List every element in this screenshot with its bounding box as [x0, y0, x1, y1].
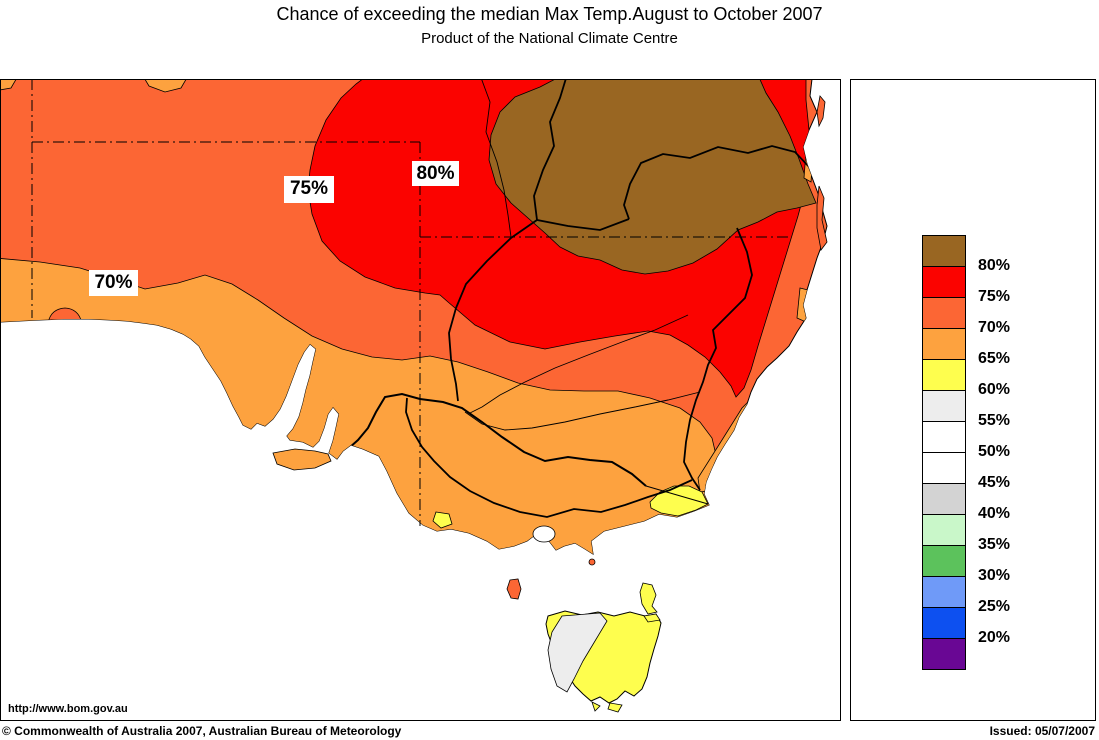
legend-label-75%: 75% [978, 288, 1011, 305]
border-vic-nsw-east [645, 485, 709, 505]
river-barwon-darling [448, 218, 630, 402]
king-island [506, 578, 522, 600]
legend-swatch-4 [922, 359, 966, 391]
river-lachlan [469, 314, 689, 414]
legend-swatch-5 [922, 390, 966, 422]
river-paroo [479, 79, 512, 238]
legend-swatch-11 [922, 576, 966, 608]
river-border-rivers [623, 145, 813, 220]
legend-swatch-13 [922, 638, 966, 670]
legend-label-65%: 65% [978, 350, 1011, 367]
river-murrumbidgee [464, 391, 701, 431]
legend-label-35%: 35% [978, 536, 1011, 553]
legend-label-55%: 55% [978, 412, 1011, 429]
legend-label-20%: 20% [978, 629, 1011, 646]
legend-label-50%: 50% [978, 443, 1011, 460]
contour-label-75: 75% [284, 176, 334, 203]
zone-65-70-top-west [0, 79, 19, 92]
legend-label-45%: 45% [978, 474, 1011, 491]
legend-swatch-0 [922, 235, 966, 267]
issued-date: Issued: 05/07/2007 [989, 724, 1095, 738]
bom-url: http://www.bom.gov.au [8, 703, 128, 715]
fraser-island [816, 95, 826, 128]
contour-label-80: 80% [412, 161, 459, 186]
zone-60-65-portland [432, 511, 453, 529]
kangaroo-island [272, 448, 332, 471]
legend-label-30%: 30% [978, 567, 1011, 584]
legend-label-80%: 80% [978, 257, 1011, 274]
legend-swatch-8 [922, 483, 966, 515]
legend-label-70%: 70% [978, 319, 1011, 336]
river-murray-lower [348, 392, 421, 449]
cape-barren-island [643, 613, 661, 623]
basin-boundary-victoria [405, 397, 693, 518]
legend-panel: 80% 75% 70% 65% 60% 55% 50% 45% 40% 35% 30% 25% 20% [850, 79, 1096, 721]
tas-south-islet-2 [591, 701, 601, 712]
legend-swatch-12 [922, 607, 966, 639]
legend-swatch-2 [922, 297, 966, 329]
tasmania-zone-55-60 [547, 612, 608, 693]
map-canvas [0, 78, 841, 721]
copyright-text: © Commonwealth of Australia 2007, Austra… [2, 724, 402, 738]
river-murray [419, 398, 647, 487]
river-condamine-balonne [533, 79, 568, 221]
map-title: Chance of exceeding the median Max Temp.… [276, 4, 823, 24]
legend-swatch-7 [922, 452, 966, 484]
legend-swatch-10 [922, 545, 966, 577]
port-phillip-bay [532, 525, 556, 543]
map-area [0, 78, 841, 721]
flinders-island [639, 582, 658, 615]
legend-swatch-6 [922, 421, 966, 453]
legend-swatch-3 [922, 328, 966, 360]
legend-swatch-9 [922, 514, 966, 546]
contour-label-70: 70% [89, 270, 138, 296]
map-subtitle: Product of the National Climate Centre [421, 30, 678, 47]
legend-label-40%: 40% [978, 505, 1011, 522]
tas-south-islet-1 [607, 702, 623, 713]
map-frame [0, 79, 841, 721]
legend-label-60%: 60% [978, 381, 1011, 398]
moreton-island [816, 185, 828, 251]
legend-label-25%: 25% [978, 598, 1011, 615]
basin-boundary-east [683, 227, 753, 491]
prom-islet [588, 558, 596, 566]
legend-swatch-1 [922, 266, 966, 298]
